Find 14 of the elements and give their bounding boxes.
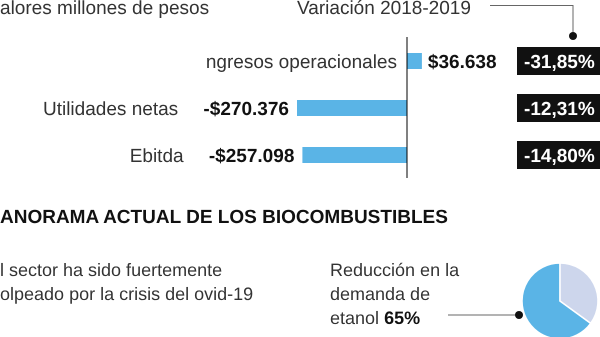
y-tick-label: ngresos operacionales: [206, 52, 397, 73]
text: Variación 2018-2019: [297, 0, 471, 20]
text: -14,80%: [524, 146, 595, 167]
text: l sector ha sido fuertemente olpeado por la crisis del ovid-19: [0, 259, 254, 306]
data-label: $36.638: [428, 52, 497, 73]
data-label: -$270.376: [203, 99, 289, 120]
y-tick-label: Utilidades netas: [42, 99, 178, 120]
y-tick-label: Ebitda: [130, 146, 184, 167]
text: -12,31%: [524, 99, 595, 120]
data-label: -$257.098: [208, 146, 294, 167]
chart-title: ANORAMA ACTUAL DE LOS BIOCOMBUSTIBLES: [0, 207, 448, 229]
data-label: 65%: [384, 308, 420, 328]
text: alores millones de pesos: [0, 0, 210, 20]
text: -31,85%: [524, 52, 595, 73]
